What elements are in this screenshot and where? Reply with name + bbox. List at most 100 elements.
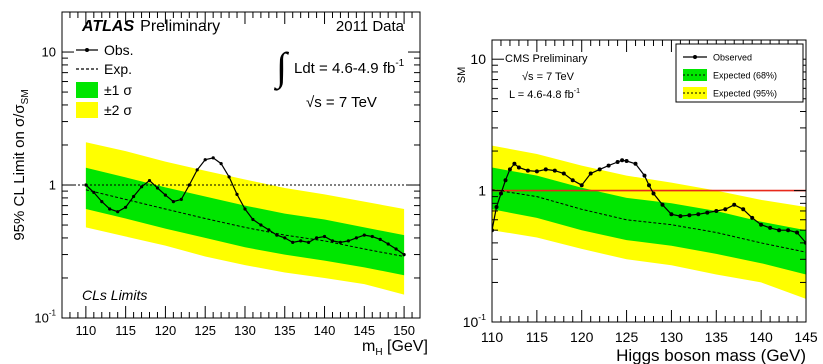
- legend-1sigma-label: ±1 σ: [104, 82, 132, 98]
- x-tick-label: 120: [155, 323, 177, 338]
- observed-point: [267, 228, 271, 232]
- observed-point: [647, 183, 651, 188]
- observed-point: [171, 200, 175, 204]
- observed-point: [386, 242, 390, 246]
- legend-95-label: Expected (95%): [713, 89, 777, 99]
- observed-point: [750, 215, 755, 220]
- integral-symbol: ∫: [273, 44, 290, 91]
- observed-point: [243, 207, 247, 211]
- observed-point: [741, 207, 746, 212]
- y-tick-label: 1: [49, 178, 56, 193]
- observed-point: [503, 178, 508, 183]
- observed-point: [354, 236, 358, 240]
- observed-point: [561, 171, 566, 176]
- x-tick-label: 115: [115, 323, 136, 338]
- legend-expected-label: Exp.: [104, 61, 132, 77]
- observed-point: [140, 185, 144, 189]
- x-axis-label: Higgs boson mass (GeV): [616, 346, 806, 364]
- observed-point: [370, 234, 374, 239]
- observed-point: [275, 233, 279, 237]
- x-tick-label: 150: [393, 323, 415, 338]
- observed-point: [338, 240, 342, 244]
- observed-point: [714, 209, 719, 213]
- plot-area: [492, 145, 806, 299]
- observed-point: [579, 183, 584, 188]
- legend-2sigma-label: ±2 σ: [104, 102, 132, 118]
- observed-point: [678, 214, 683, 219]
- legend-2sigma-swatch: [76, 102, 98, 118]
- observed-point: [687, 213, 692, 218]
- observed-point: [525, 168, 530, 173]
- observed-point: [147, 179, 152, 183]
- sqrt-symbol: √: [306, 94, 315, 111]
- observed-point: [100, 200, 104, 204]
- atlas-title: ATLAS Preliminary: [81, 18, 220, 35]
- observed-point: [543, 167, 548, 172]
- observed-point: [116, 210, 120, 214]
- observed-point: [219, 162, 223, 166]
- legend-68-label: Expected (68%): [713, 71, 777, 81]
- x-tick-label: 145: [794, 329, 818, 345]
- observed-point: [651, 191, 656, 196]
- observed-point: [507, 167, 512, 172]
- y-axis-label: 95% CL Limit on σ/σSM: [11, 89, 31, 240]
- cms-energy-label: √s = 7 TeV: [522, 71, 575, 83]
- observed-point: [394, 247, 398, 251]
- observed-point: [570, 178, 575, 183]
- expected-line: [85, 189, 405, 257]
- observed-point: [179, 197, 183, 201]
- observed-point: [315, 236, 319, 240]
- legend-1sigma-swatch: [76, 82, 98, 98]
- x-tick-label: 140: [314, 323, 336, 338]
- x-tick-label: 110: [481, 329, 504, 345]
- observed-point: [330, 239, 335, 243]
- x-tick-label: 115: [526, 329, 549, 345]
- y-tick-label: 10: [470, 51, 486, 67]
- observed-point: [251, 217, 255, 222]
- observed-point: [696, 212, 701, 217]
- y-tick-label: 10-1: [34, 309, 56, 326]
- observed-point: [163, 193, 167, 197]
- observed-point: [307, 240, 311, 244]
- observed-point: [642, 173, 647, 178]
- observed-point: [378, 237, 382, 241]
- observed-point: [795, 230, 799, 235]
- observed-point: [615, 160, 620, 164]
- observed-point: [552, 168, 557, 173]
- band-1sigma: [492, 167, 806, 275]
- observed-point: [235, 192, 239, 196]
- observed-point: [402, 253, 406, 257]
- observed-point: [124, 205, 128, 209]
- observed-point: [187, 183, 191, 187]
- observed-point: [597, 167, 602, 172]
- observed-point: [322, 234, 327, 239]
- observed-point: [203, 158, 207, 162]
- observed-point: [362, 233, 366, 237]
- x-tick-label: 135: [705, 329, 729, 345]
- observed-point: [132, 194, 136, 199]
- observed-point: [669, 212, 674, 217]
- observed-point: [606, 163, 611, 168]
- observed-point: [227, 175, 231, 179]
- x-tick-label: 145: [353, 323, 375, 338]
- data-period-label: 2011 Data: [336, 18, 405, 35]
- lumi-label: Ldt = 4.6-4.9 fb-1: [294, 58, 405, 77]
- plot-frame: [61, 11, 421, 319]
- cms-title: CMS Preliminary: [505, 53, 588, 65]
- y-tick-label: 1: [478, 183, 486, 199]
- y-axis-label-fragment: SM: [456, 67, 468, 84]
- observed-point: [346, 239, 350, 243]
- x-tick-label: 120: [570, 329, 594, 345]
- observed-point: [588, 171, 593, 176]
- observed-point: [512, 161, 517, 166]
- x-tick-label: 135: [274, 323, 296, 338]
- observed-point: [516, 165, 521, 170]
- method-label: CLs Limits: [82, 287, 147, 303]
- observed-point: [633, 161, 638, 166]
- legend-observed-label: Observed: [713, 53, 752, 63]
- observed-point: [195, 168, 199, 172]
- x-tick-label: 130: [660, 329, 684, 345]
- x-tick-label: 125: [194, 323, 216, 338]
